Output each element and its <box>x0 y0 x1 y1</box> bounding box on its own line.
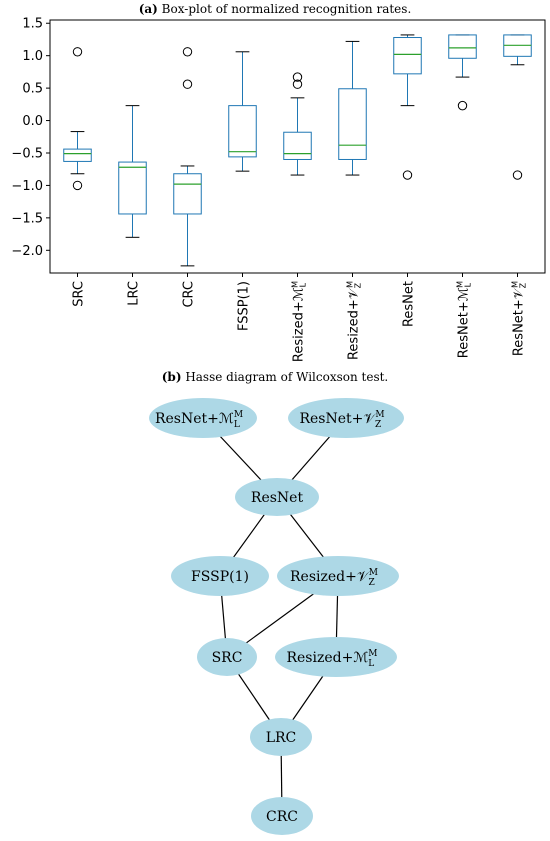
box-2 <box>118 105 147 238</box>
node-label: CRC <box>266 809 298 825</box>
hasse-edge <box>226 656 282 738</box>
hasse-edge <box>276 496 339 577</box>
box-1 <box>63 47 92 191</box>
box-iqr <box>448 34 477 59</box>
outlier-point <box>182 47 193 57</box>
y-tick-label: −1.0 <box>11 179 43 194</box>
box-iqr <box>338 88 367 160</box>
y-tick-label: −0.5 <box>11 146 43 161</box>
hasse-node-resized-ml: Resized+ℳLM <box>275 637 397 677</box>
node-label: Resized+𝒱ZM <box>290 568 378 588</box>
x-tick-label: Resized+𝒱ZM <box>346 281 363 360</box>
hasse-edge <box>202 417 278 498</box>
box-iqr <box>173 173 202 215</box>
box-plot-chart: 1.5 1.0 0.5 0.0 −0.5 −1.0 −1.5 −2.0 SRC LRC CRC FSS… <box>11 17 546 362</box>
hasse-node-lrc: LRC <box>250 718 312 756</box>
hasse-edge <box>219 496 278 577</box>
node-label: SRC <box>212 650 243 666</box>
node-ellipse <box>250 718 312 756</box>
caption-b: (b) Hasse diagram of Wilcoxson test. <box>0 370 550 384</box>
y-tick-label: 0.5 <box>22 82 43 97</box>
node-ellipse <box>277 556 399 596</box>
box-3 <box>173 47 202 267</box>
y-tick-label: −2.0 <box>11 244 43 259</box>
node-ellipse <box>197 638 257 676</box>
x-tick-label: LRC <box>127 281 142 306</box>
x-tick-label: CRC <box>182 281 197 308</box>
box-4 <box>228 51 257 172</box>
box-iqr <box>393 37 422 75</box>
box-iqr <box>63 148 92 162</box>
box-6 <box>338 40 367 176</box>
outlier-point <box>72 180 83 191</box>
hasse-edge <box>226 575 339 658</box>
x-tick-label: ResNet+ℳLM <box>456 281 473 358</box>
outlier-point <box>182 79 193 89</box>
hasse-node-src: SRC <box>197 638 257 676</box>
node-ellipse <box>171 556 269 596</box>
caption-a-letter: (a) <box>138 2 158 16</box>
box-iqr <box>228 105 257 158</box>
caption-a-text: Box-plot of normalized recognition rates… <box>157 2 412 16</box>
hasse-edge <box>276 417 347 498</box>
node-ellipse <box>288 398 404 438</box>
x-tick-label: FSSP(1) <box>237 281 252 331</box>
box-iqr <box>283 131 312 160</box>
node-ellipse <box>275 637 397 677</box>
y-tick-label: 0.0 <box>22 114 43 129</box>
node-ellipse <box>235 478 319 516</box>
node-ellipse <box>251 797 313 835</box>
node-label: ResNet+𝒱ZM <box>299 410 384 430</box>
node-label: ResNet+ℳLM <box>155 410 243 430</box>
y-tick-label: 1.5 <box>22 17 43 32</box>
x-tick-label: Resized+ℳLM <box>291 281 308 362</box>
caption-b-letter: (b) <box>161 370 182 384</box>
node-label: FSSP(1) <box>191 569 249 585</box>
box-7 <box>393 34 422 180</box>
outlier-point <box>292 79 303 89</box>
hasse-node-resnet-ml: ResNet+ℳLM <box>149 398 257 438</box>
hasse-node-resnet: ResNet <box>235 478 319 516</box>
outlier-point <box>292 72 303 82</box>
node-label: ResNet <box>251 490 304 506</box>
hasse-edge <box>335 575 339 658</box>
hasse-node-resized-vz: Resized+𝒱ZM <box>277 556 399 596</box>
box-9 <box>503 34 532 180</box>
node-label: Resized+ℳLM <box>286 649 377 669</box>
hasse-node-fssp: FSSP(1) <box>171 556 269 596</box>
hasse-node-crc: CRC <box>251 797 313 835</box>
node-ellipse <box>149 398 257 438</box>
hasse-edge <box>219 575 228 658</box>
outlier-point <box>402 170 413 180</box>
x-tick-label: SRC <box>72 281 87 307</box>
box-8 <box>448 34 477 111</box>
x-tick-label: ResNet+𝒱ZM <box>511 281 528 356</box>
y-tick-label: 1.0 <box>22 49 43 64</box>
hasse-edge <box>280 736 283 817</box>
caption-b-text: Hasse diagram of Wilcoxson test. <box>181 370 389 384</box>
caption-a: (a) Box-plot of normalized recognition r… <box>0 2 550 16</box>
outlier-point <box>457 100 468 111</box>
box-iqr <box>118 161 147 215</box>
box-5 <box>283 72 312 176</box>
outlier-point <box>512 170 523 180</box>
y-tick-label: −1.5 <box>11 211 43 226</box>
node-label: LRC <box>266 730 297 746</box>
x-tick-label: ResNet <box>402 281 417 327</box>
hasse-node-resnet-vz: ResNet+𝒱ZM <box>288 398 404 438</box>
hasse-edge <box>280 656 337 738</box>
outlier-point <box>72 47 83 57</box>
